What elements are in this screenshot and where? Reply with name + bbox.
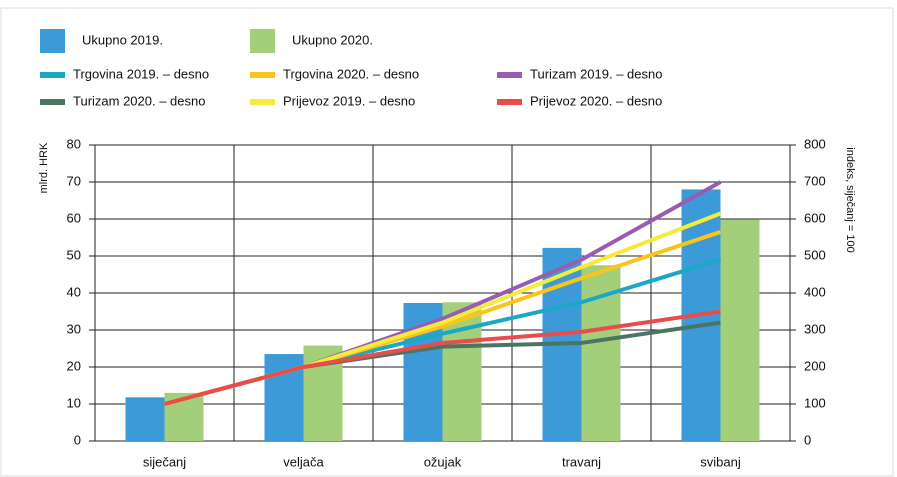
- y-tick-label: 50: [67, 247, 81, 262]
- y2-axis-label: indeks, siječanj = 100: [844, 147, 856, 252]
- y-tick-label: 70: [67, 173, 81, 188]
- legend-swatch: [250, 29, 275, 53]
- legend-label: Ukupno 2020.: [292, 32, 373, 47]
- y-tick-label: 30: [67, 321, 81, 336]
- y2-tick-label: 300: [804, 321, 826, 336]
- y2-tick-label: 800: [804, 136, 826, 151]
- y2-tick-label: 100: [804, 395, 826, 410]
- legend-swatch: [40, 99, 65, 105]
- y2-tick-label: 700: [804, 173, 826, 188]
- legend-label: Trgovina 2019. – desno: [73, 66, 209, 81]
- y-tick-label: 10: [67, 395, 81, 410]
- y-tick-label: 60: [67, 210, 81, 225]
- legend-swatch: [497, 99, 522, 105]
- legend-label: Turizam 2019. – desno: [530, 66, 662, 81]
- x-tick-label: veljača: [283, 454, 324, 469]
- y2-tick-label: 200: [804, 358, 826, 373]
- y-tick-label: 20: [67, 358, 81, 373]
- legend-swatch: [250, 72, 275, 78]
- y2-tick-label: 400: [804, 284, 826, 299]
- legend-label: Trgovina 2020. – desno: [283, 66, 419, 81]
- y-axis-label: mlrd. HRK: [38, 142, 50, 193]
- x-tick-label: ožujak: [424, 454, 462, 469]
- legend-swatch: [40, 72, 65, 78]
- line: [163, 309, 721, 406]
- bar: [720, 219, 760, 441]
- legend-label: Turizam 2020. – desno: [73, 93, 205, 108]
- legend-label: Prijevoz 2020. – desno: [530, 93, 662, 108]
- legend-label: Ukupno 2019.: [82, 32, 163, 47]
- x-tick-label: svibanj: [700, 454, 741, 469]
- legend-swatch: [40, 29, 65, 53]
- y2-tick-label: 0: [804, 432, 811, 447]
- x-tick-label: siječanj: [143, 454, 186, 469]
- x-tick-label: travanj: [562, 454, 601, 469]
- legend-swatch: [497, 72, 522, 78]
- y-tick-label: 40: [67, 284, 81, 299]
- legend-label: Prijevoz 2019. – desno: [283, 93, 415, 108]
- y-tick-label: 80: [67, 136, 81, 151]
- bar: [125, 397, 165, 441]
- legend-swatch: [250, 99, 275, 105]
- y2-tick-label: 500: [804, 247, 826, 262]
- y2-tick-label: 600: [804, 210, 826, 225]
- y-tick-label: 0: [74, 432, 81, 447]
- frame: [0, 7, 894, 477]
